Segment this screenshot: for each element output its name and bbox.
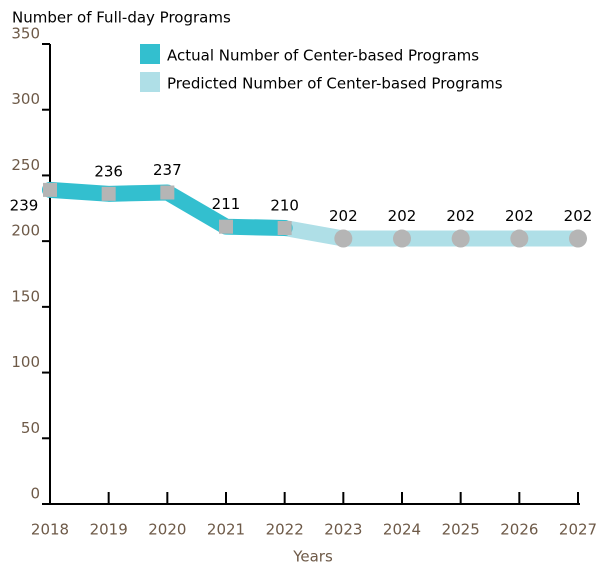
point-marker — [277, 221, 292, 235]
x-tick-label: 2025 — [442, 521, 480, 539]
legend-swatch — [140, 44, 160, 64]
point-marker — [510, 229, 529, 248]
x-tick-label: 2021 — [207, 521, 245, 539]
point-marker — [393, 229, 411, 248]
y-tick-label: 0 — [30, 485, 40, 503]
x-axis-label: Years — [292, 548, 333, 566]
data-label: 202 — [446, 207, 475, 225]
point-marker — [334, 229, 353, 248]
data-label: 202 — [329, 207, 358, 225]
x-tick-label: 2019 — [90, 521, 128, 539]
data-label: 202 — [564, 207, 593, 225]
chart-title: Number of Full-day Programs — [12, 9, 231, 27]
forecast-connector — [276, 220, 352, 247]
data-label: 237 — [153, 161, 182, 179]
y-tick-label: 350 — [11, 25, 40, 43]
data-label: 210 — [270, 197, 299, 215]
y-tick-label: 300 — [11, 90, 40, 108]
point-marker — [43, 182, 57, 197]
data-label: 202 — [505, 207, 534, 225]
point-marker — [101, 186, 116, 201]
x-tick-label: 2024 — [383, 521, 421, 539]
x-tick-label: 2022 — [266, 521, 304, 539]
data-label: 211 — [212, 195, 241, 213]
legend-swatch — [140, 72, 160, 92]
y-tick-label: 150 — [11, 287, 40, 305]
data-label: 239 — [10, 196, 39, 214]
point-marker — [160, 185, 175, 200]
legend-label: Actual Number of Center-based Programs — [167, 47, 479, 65]
x-tick-label: 2020 — [148, 521, 186, 539]
y-tick-label: 100 — [11, 353, 40, 371]
x-tick-label: 2026 — [500, 521, 538, 539]
y-tick-label: 200 — [11, 222, 40, 240]
y-tick-label: 50 — [21, 419, 40, 437]
data-label: 236 — [94, 162, 123, 180]
x-tick-label: 2018 — [31, 521, 69, 539]
legend-label: Predicted Number of Center-based Program… — [167, 75, 503, 93]
point-marker — [569, 229, 587, 248]
data-label: 202 — [388, 207, 417, 225]
x-tick-label: 2023 — [324, 521, 362, 539]
x-tick-label: 2027 — [559, 521, 597, 539]
point-marker — [219, 219, 233, 234]
point-marker — [451, 229, 470, 248]
y-tick-label: 250 — [11, 156, 40, 174]
